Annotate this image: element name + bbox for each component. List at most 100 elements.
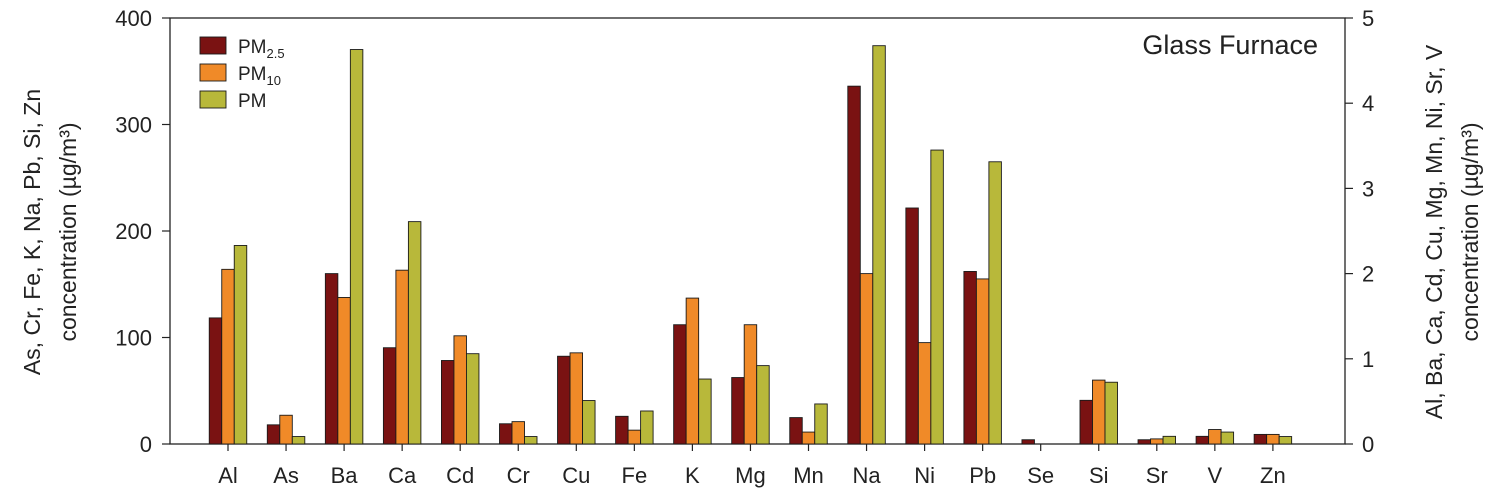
bar-pb-pm10 <box>975 278 990 445</box>
bar-cd-pm25 <box>441 360 455 445</box>
left-tick-label: 0 <box>140 432 152 457</box>
bar-mn-pm <box>814 403 828 445</box>
bar-ni-pm <box>930 149 944 445</box>
bar-ba-pm25 <box>324 273 339 445</box>
bar-mn-pm25 <box>789 417 803 445</box>
category-label-ba: Ba <box>331 463 359 488</box>
bar-cr-pm <box>524 436 538 445</box>
category-label-cd: Cd <box>446 463 474 488</box>
right-axis-title-line1: Al, Ba, Ca, Cd, Cu, Mg, Mn, Ni, Sr, V <box>1421 44 1447 419</box>
bar-zn-pm25 <box>1253 433 1268 445</box>
bar-pb-pm25 <box>963 271 977 445</box>
bar-fe-pm25 <box>615 415 629 445</box>
category-label-zn: Zn <box>1260 463 1286 488</box>
bar-zn-pm10 <box>1266 433 1280 445</box>
legend-swatch <box>199 36 227 55</box>
bar-cr-pm25 <box>499 423 513 445</box>
bar-al-pm <box>233 245 248 445</box>
bar-ca-pm <box>407 221 422 445</box>
bar-k-pm10 <box>685 297 700 445</box>
left-axis-title-line1: As, Cr, Fe, K, Na, Pb, Si, Zn <box>19 89 45 375</box>
category-label-v: V <box>1208 463 1223 488</box>
bar-cu-pm10 <box>569 352 583 445</box>
bar-al-pm25 <box>208 317 223 445</box>
bar-fe-pm10 <box>627 429 642 445</box>
category-label-pb: Pb <box>969 463 996 488</box>
category-label-na: Na <box>852 463 881 488</box>
legend-label: PM2.5 <box>238 37 285 61</box>
legend-swatch <box>199 90 227 109</box>
bar-ni-pm10 <box>917 342 932 445</box>
bar-cu-pm <box>582 400 596 445</box>
right-tick-label: 3 <box>1362 176 1374 201</box>
bar-fe-pm <box>640 410 654 445</box>
bar-cu-pm25 <box>557 355 571 445</box>
bar-mg-pm <box>756 365 770 445</box>
bar-al-pm10 <box>221 268 235 445</box>
bar-na-pm <box>872 45 886 445</box>
bar-cd-pm10 <box>453 335 467 445</box>
bar-ba-pm10 <box>337 297 351 445</box>
category-label-fe: Fe <box>622 463 648 488</box>
bar-mn-pm10 <box>801 431 816 445</box>
bar-ca-pm10 <box>395 269 409 445</box>
category-label-al: Al <box>218 463 238 488</box>
bar-si-pm10 <box>1092 379 1106 445</box>
legend-swatch <box>199 63 227 82</box>
category-label-sr: Sr <box>1146 463 1168 488</box>
bar-pb-pm <box>988 161 1002 445</box>
category-label-k: K <box>685 463 700 488</box>
category-label-cu: Cu <box>562 463 590 488</box>
bar-v-pm10 <box>1208 429 1222 445</box>
bar-sr-pm <box>1162 435 1177 445</box>
bar-as-pm <box>291 436 306 445</box>
bar-na-pm10 <box>859 273 874 445</box>
left-tick-label: 400 <box>115 6 152 31</box>
right-axis-title-line2: concentration (µg/m³) <box>1457 122 1483 341</box>
bar-cd-pm <box>466 353 480 445</box>
category-label-ca: Ca <box>388 463 417 488</box>
bar-v-pm25 <box>1195 435 1210 445</box>
legend-label: PM <box>238 91 267 112</box>
bar-na-pm25 <box>847 85 861 445</box>
category-label-cr: Cr <box>507 463 530 488</box>
bar-se-pm25 <box>1021 439 1035 445</box>
left-tick-label: 200 <box>115 219 152 244</box>
legend: PM2.5 PM10 PM <box>199 36 285 112</box>
right-tick-label: 0 <box>1362 432 1374 457</box>
left-axis-title: As, Cr, Fe, K, Na, Pb, Si, Zn concentrat… <box>19 89 81 375</box>
bar-sr-pm25 <box>1137 439 1152 445</box>
bar-mg-pm10 <box>743 324 758 445</box>
right-tick-label: 2 <box>1362 262 1374 287</box>
bar-ba-pm <box>349 49 364 445</box>
bar-cr-pm10 <box>511 421 525 445</box>
left-axis-title-line2: concentration (µg/m³) <box>55 122 81 341</box>
category-label-se: Se <box>1027 463 1054 488</box>
bar-ni-pm25 <box>905 207 919 445</box>
bar-as-pm25 <box>266 424 281 445</box>
chart-title: Glass Furnace <box>1142 30 1318 60</box>
bar-si-pm25 <box>1079 399 1093 445</box>
right-tick-label: 1 <box>1362 347 1374 372</box>
right-tick-label: 5 <box>1362 6 1374 31</box>
category-label-mg: Mg <box>735 463 766 488</box>
category-label-si: Si <box>1089 463 1109 488</box>
category-label-ni: Ni <box>914 463 935 488</box>
bars <box>208 45 1293 445</box>
bar-sr-pm10 <box>1150 438 1164 445</box>
bar-as-pm10 <box>279 414 293 445</box>
right-axis-title: Al, Ba, Ca, Cd, Cu, Mg, Mn, Ni, Sr, V co… <box>1421 44 1483 419</box>
bar-zn-pm <box>1278 436 1293 445</box>
left-tick-label: 100 <box>115 326 152 351</box>
legend-label: PM10 <box>238 64 281 88</box>
bar-si-pm <box>1104 381 1118 445</box>
right-tick-label: 4 <box>1362 91 1374 116</box>
bar-k-pm <box>698 378 712 445</box>
bar-ca-pm25 <box>382 347 397 445</box>
bar-k-pm25 <box>673 324 687 445</box>
bar-v-pm <box>1220 431 1235 445</box>
category-label-as: As <box>273 463 299 488</box>
bar-mg-pm25 <box>731 377 745 445</box>
category-label-mn: Mn <box>793 463 824 488</box>
